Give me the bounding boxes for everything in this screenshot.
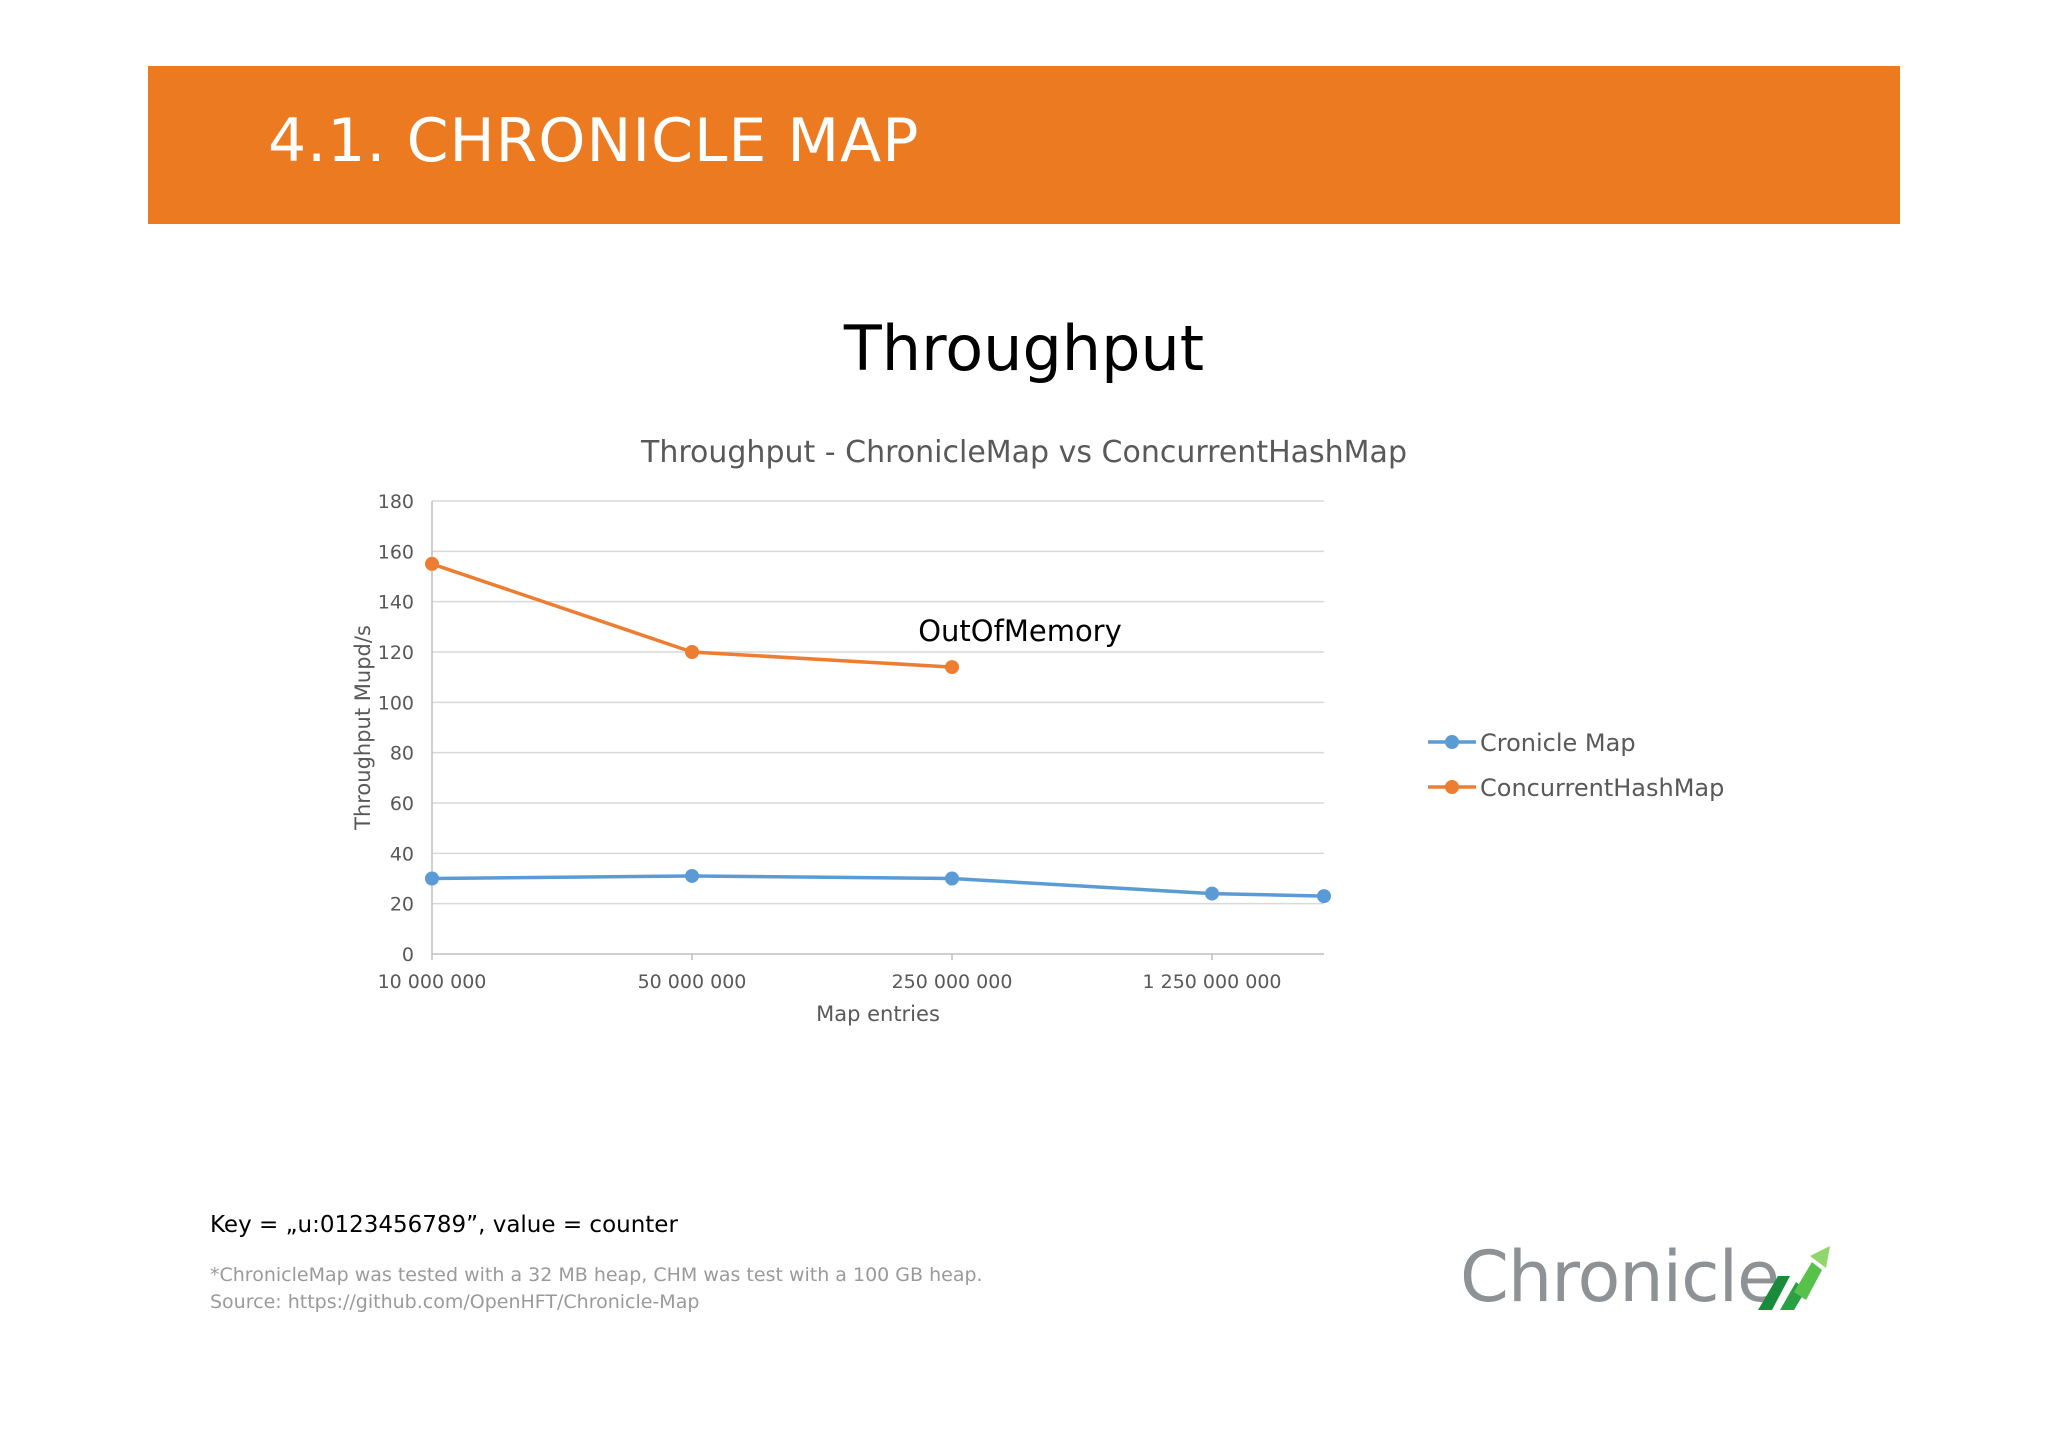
logo-chart-mark-icon: [1758, 1246, 1830, 1310]
slide-heading: Throughput: [843, 312, 1205, 385]
footnote-heap-note: *ChronicleMap was tested with a 32 MB he…: [210, 1264, 983, 1286]
legend-label: Cronicle Map: [1480, 729, 1636, 757]
footnote-source: Source: https://github.com/OpenHFT/Chron…: [210, 1291, 700, 1313]
chart-legend: Cronicle Map ConcurrentHashMap: [1428, 729, 1724, 802]
data-point: [1205, 886, 1220, 901]
y-tick-label: 80: [390, 743, 414, 765]
y-tick-label: 0: [402, 944, 414, 966]
x-tick-label: 1 250 000 000: [1143, 971, 1282, 993]
data-point: [685, 868, 700, 883]
chart-gridlines: [432, 500, 1324, 905]
logo-mark-bar-3: [1794, 1262, 1822, 1300]
header-banner: 4.1. CHRONICLE MAP: [148, 66, 1900, 224]
data-point: [685, 645, 700, 659]
logo-wordmark: Chronicle: [1460, 1236, 1780, 1318]
legend-swatch-marker: [1445, 780, 1459, 794]
out-of-memory-annotation: OutOfMemory: [918, 614, 1122, 648]
chart-title: Throughput - ChronicleMap vs ConcurrentH…: [640, 435, 1407, 470]
y-tick-label: 40: [390, 843, 414, 865]
logo-mark-arrow-icon: [1810, 1246, 1830, 1268]
y-tick-label: 100: [378, 692, 414, 714]
y-tick-label: 140: [378, 592, 414, 614]
footnote: *ChronicleMap was tested with a 32 MB he…: [210, 1262, 983, 1316]
chart-labels: 0 20 40 60 80 100 120 140 160 180 10 000 000 50 000…: [351, 435, 1407, 1026]
series-line-1: [431, 874, 1325, 898]
x-tick-label: 50 000 000: [638, 971, 747, 993]
y-axis-title: Throughput Mupd/s: [351, 625, 375, 831]
x-tick-label: 10 000 000: [378, 971, 487, 993]
y-tick-label: 20: [390, 894, 414, 916]
y-tick-label: 180: [378, 491, 414, 513]
legend-swatch-marker: [1445, 735, 1459, 749]
chronicle-logo: Chronicle: [1460, 1236, 1840, 1320]
logo-mark-bar-1: [1758, 1276, 1790, 1310]
data-point: [945, 871, 960, 886]
y-tick-label: 160: [378, 541, 414, 563]
page-title: 4.1. CHRONICLE MAP: [268, 106, 920, 176]
data-point: [425, 556, 439, 571]
data-point: [425, 871, 439, 886]
legend-label: ConcurrentHashMap: [1480, 774, 1724, 802]
x-axis-title: Map entries: [816, 1002, 940, 1026]
data-point: [1317, 889, 1331, 904]
throughput-chart: 0 20 40 60 80 100 120 140 160 180 10 000 000 50 000…: [351, 435, 1724, 1026]
data-point: [945, 660, 960, 675]
chart-series: [425, 556, 1331, 904]
key-value-description: Key = „u:0123456789”, value = counter: [210, 1212, 678, 1238]
y-tick-label: 60: [390, 793, 414, 815]
x-tick-label: 250 000 000: [892, 971, 1013, 993]
y-tick-label: 120: [378, 642, 414, 664]
